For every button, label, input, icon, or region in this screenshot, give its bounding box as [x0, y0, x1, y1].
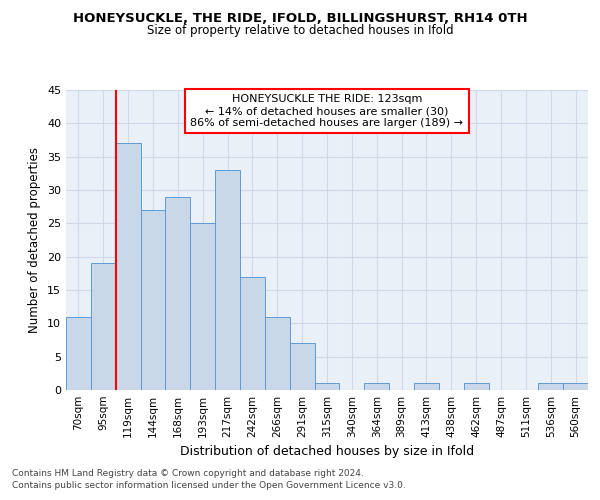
- Text: Contains public sector information licensed under the Open Government Licence v3: Contains public sector information licen…: [12, 481, 406, 490]
- Bar: [166, 196, 190, 390]
- Bar: [538, 384, 563, 390]
- Bar: [91, 264, 116, 390]
- Bar: [290, 344, 314, 390]
- Bar: [314, 384, 340, 390]
- Bar: [190, 224, 215, 390]
- Bar: [66, 316, 91, 390]
- Bar: [364, 384, 389, 390]
- Bar: [215, 170, 240, 390]
- Bar: [464, 384, 488, 390]
- Bar: [265, 316, 290, 390]
- Text: HONEYSUCKLE, THE RIDE, IFOLD, BILLINGSHURST, RH14 0TH: HONEYSUCKLE, THE RIDE, IFOLD, BILLINGSHU…: [73, 12, 527, 26]
- Bar: [240, 276, 265, 390]
- Bar: [563, 384, 588, 390]
- Y-axis label: Number of detached properties: Number of detached properties: [28, 147, 41, 333]
- Bar: [414, 384, 439, 390]
- Bar: [116, 144, 140, 390]
- X-axis label: Distribution of detached houses by size in Ifold: Distribution of detached houses by size …: [180, 446, 474, 458]
- Text: Contains HM Land Registry data © Crown copyright and database right 2024.: Contains HM Land Registry data © Crown c…: [12, 468, 364, 477]
- Text: HONEYSUCKLE THE RIDE: 123sqm
← 14% of detached houses are smaller (30)
86% of se: HONEYSUCKLE THE RIDE: 123sqm ← 14% of de…: [191, 94, 464, 128]
- Bar: [140, 210, 166, 390]
- Text: Size of property relative to detached houses in Ifold: Size of property relative to detached ho…: [146, 24, 454, 37]
